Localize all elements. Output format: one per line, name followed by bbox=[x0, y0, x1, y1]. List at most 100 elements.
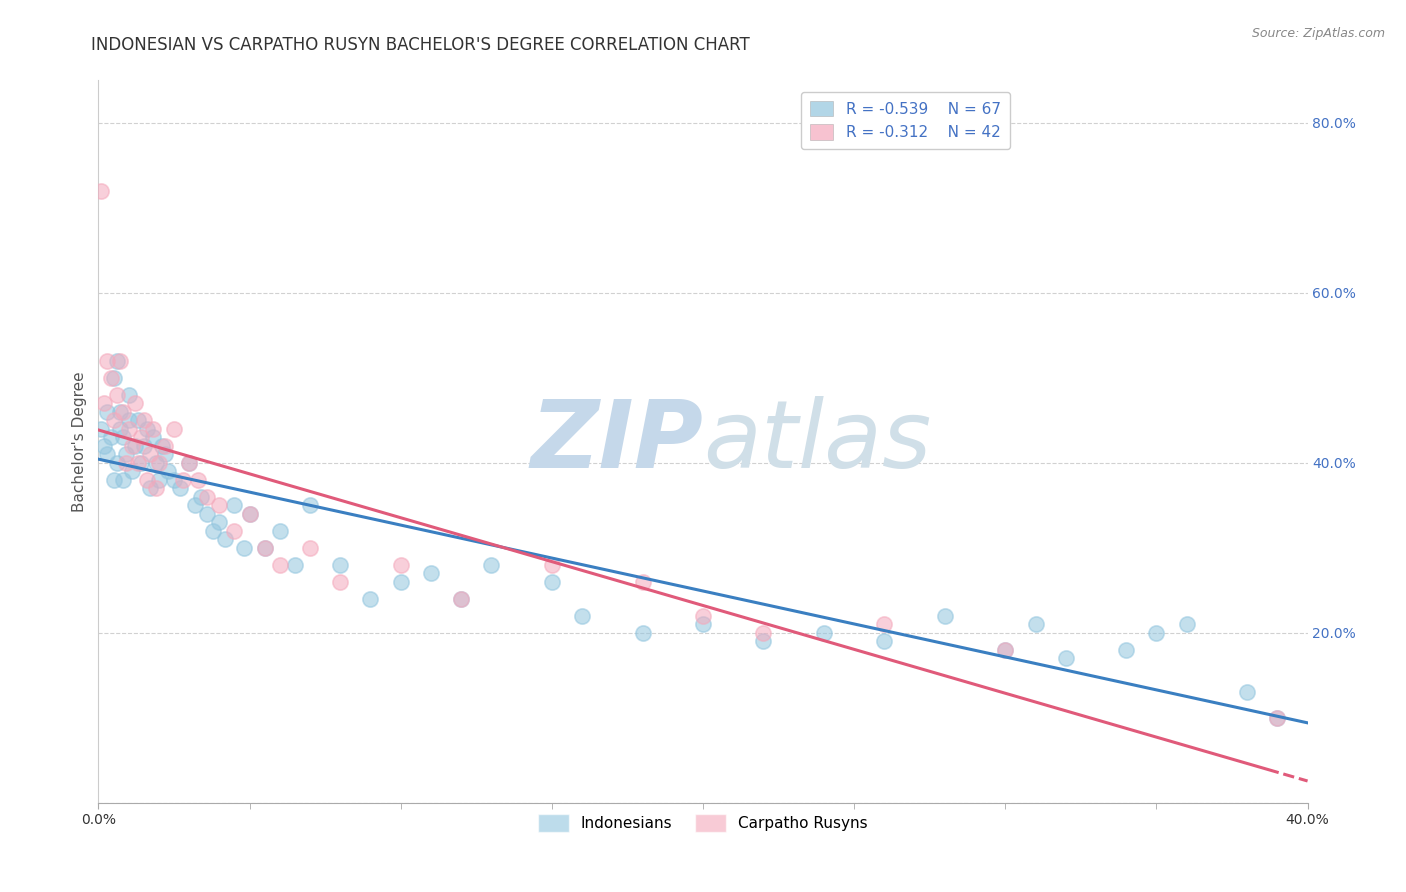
Point bbox=[329, 558, 352, 572]
Point bbox=[114, 447, 136, 461]
Point bbox=[253, 541, 276, 555]
Point bbox=[103, 371, 125, 385]
Point bbox=[93, 396, 115, 410]
Point bbox=[540, 558, 562, 572]
Point bbox=[752, 625, 775, 640]
Point bbox=[172, 473, 194, 487]
Point bbox=[873, 617, 896, 632]
Point bbox=[284, 558, 307, 572]
Text: Source: ZipAtlas.com: Source: ZipAtlas.com bbox=[1251, 27, 1385, 40]
Point bbox=[184, 498, 207, 512]
Point bbox=[132, 439, 155, 453]
Point bbox=[631, 574, 654, 589]
Point bbox=[299, 541, 322, 555]
Point bbox=[187, 473, 209, 487]
Point bbox=[96, 447, 118, 461]
Point bbox=[153, 439, 176, 453]
Point bbox=[208, 516, 231, 530]
Point bbox=[142, 422, 165, 436]
Point bbox=[108, 422, 131, 436]
Point bbox=[692, 608, 714, 623]
Point bbox=[329, 574, 352, 589]
Point bbox=[105, 388, 128, 402]
Point bbox=[269, 524, 291, 538]
Point bbox=[994, 642, 1017, 657]
Point bbox=[96, 405, 118, 419]
Point bbox=[253, 541, 276, 555]
Point bbox=[420, 566, 443, 581]
Point bbox=[148, 456, 170, 470]
Point bbox=[1054, 651, 1077, 665]
Point bbox=[1175, 617, 1198, 632]
Point bbox=[111, 430, 134, 444]
Point bbox=[148, 473, 170, 487]
Point bbox=[214, 533, 236, 547]
Point bbox=[127, 456, 149, 470]
Point bbox=[153, 447, 176, 461]
Point bbox=[299, 498, 322, 512]
Point bbox=[96, 353, 118, 368]
Point bbox=[269, 558, 291, 572]
Point bbox=[239, 507, 262, 521]
Point bbox=[111, 405, 134, 419]
Point bbox=[1115, 642, 1137, 657]
Point bbox=[108, 353, 131, 368]
Point bbox=[90, 422, 112, 436]
Point bbox=[145, 481, 167, 495]
Point bbox=[145, 456, 167, 470]
Point bbox=[450, 591, 472, 606]
Point bbox=[934, 608, 956, 623]
Point bbox=[202, 524, 225, 538]
Point bbox=[389, 558, 412, 572]
Point bbox=[139, 481, 162, 495]
Point bbox=[132, 413, 155, 427]
Y-axis label: Bachelor's Degree: Bachelor's Degree bbox=[72, 371, 87, 512]
Point bbox=[129, 456, 152, 470]
Point bbox=[1267, 711, 1289, 725]
Text: INDONESIAN VS CARPATHO RUSYN BACHELOR'S DEGREE CORRELATION CHART: INDONESIAN VS CARPATHO RUSYN BACHELOR'S … bbox=[91, 36, 751, 54]
Point bbox=[994, 642, 1017, 657]
Point bbox=[232, 541, 254, 555]
Point bbox=[190, 490, 212, 504]
Point bbox=[873, 634, 896, 648]
Point bbox=[111, 473, 134, 487]
Point bbox=[135, 473, 157, 487]
Point bbox=[1267, 711, 1289, 725]
Point bbox=[631, 625, 654, 640]
Point bbox=[142, 430, 165, 444]
Point bbox=[135, 422, 157, 436]
Point bbox=[108, 405, 131, 419]
Point bbox=[150, 439, 173, 453]
Point bbox=[169, 481, 191, 495]
Point bbox=[129, 430, 152, 444]
Point bbox=[389, 574, 412, 589]
Point bbox=[540, 574, 562, 589]
Legend: Indonesians, Carpatho Rusyns: Indonesians, Carpatho Rusyns bbox=[531, 807, 875, 838]
Point bbox=[752, 634, 775, 648]
Point bbox=[124, 396, 146, 410]
Point bbox=[179, 456, 201, 470]
Point bbox=[127, 413, 149, 427]
Point bbox=[224, 498, 246, 512]
Point bbox=[100, 371, 122, 385]
Point bbox=[1236, 685, 1258, 699]
Text: ZIP: ZIP bbox=[530, 395, 703, 488]
Point bbox=[121, 464, 143, 478]
Point bbox=[571, 608, 593, 623]
Point bbox=[208, 498, 231, 512]
Point bbox=[90, 184, 112, 198]
Point bbox=[224, 524, 246, 538]
Point bbox=[813, 625, 835, 640]
Point bbox=[118, 413, 141, 427]
Point bbox=[93, 439, 115, 453]
Point bbox=[239, 507, 262, 521]
Point bbox=[179, 456, 201, 470]
Point bbox=[1144, 625, 1167, 640]
Point bbox=[105, 456, 128, 470]
Point bbox=[118, 388, 141, 402]
Point bbox=[103, 413, 125, 427]
Point bbox=[1024, 617, 1046, 632]
Point bbox=[163, 473, 186, 487]
Point bbox=[103, 473, 125, 487]
Point bbox=[139, 447, 162, 461]
